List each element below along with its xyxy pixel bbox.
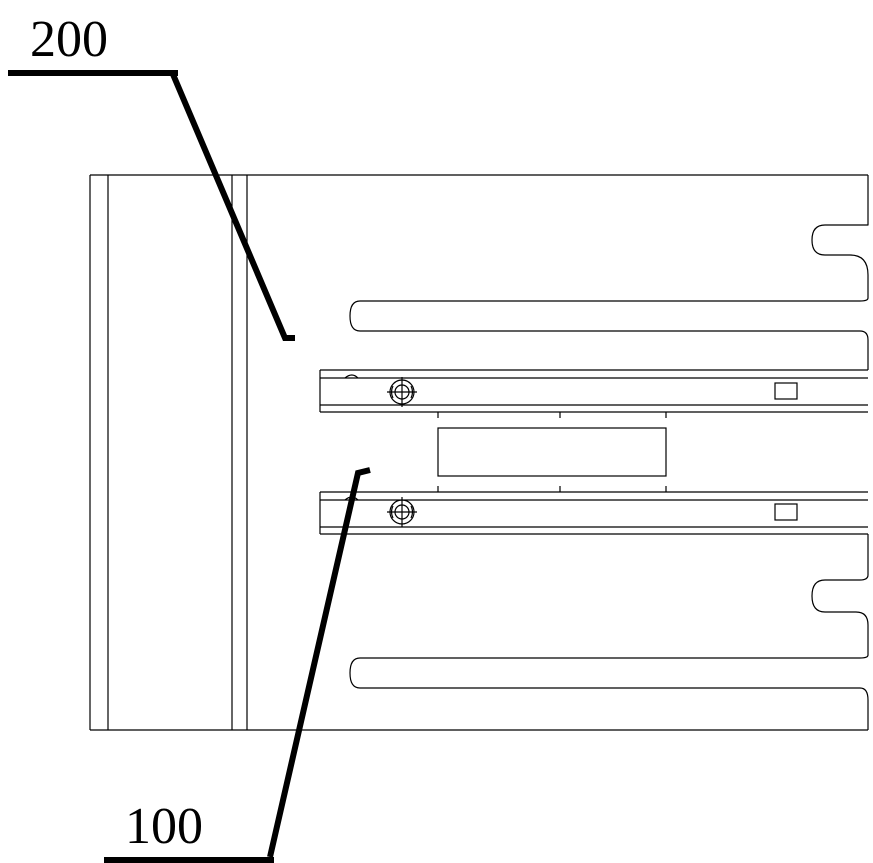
callout-200 xyxy=(172,72,295,338)
technical-drawing xyxy=(0,0,873,863)
